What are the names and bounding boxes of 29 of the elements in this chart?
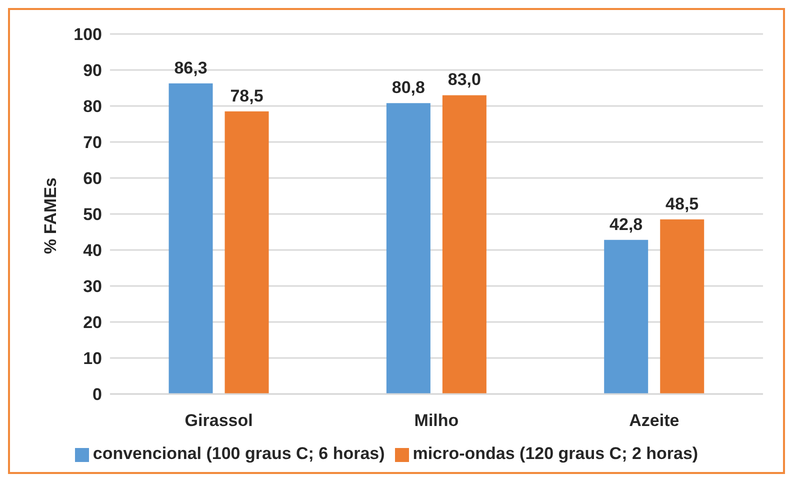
- bar: [660, 219, 704, 394]
- data-label: 80,8: [392, 78, 425, 98]
- bar: [442, 95, 486, 394]
- x-tick-label: Girassol: [184, 411, 253, 430]
- y-tick-label: 60: [83, 169, 102, 188]
- y-tick-label: 90: [83, 61, 102, 80]
- y-tick-label: 20: [83, 313, 102, 332]
- y-tick-label: 100: [74, 25, 102, 44]
- y-axis-title: % FAMEs: [41, 177, 60, 254]
- bar: [168, 83, 213, 394]
- y-tick-label: 0: [92, 385, 102, 404]
- legend-label: micro-ondas (120 graus C; 2 horas): [412, 444, 698, 463]
- bar: [386, 103, 430, 394]
- bar: [224, 111, 269, 394]
- y-tick-label: 10: [83, 349, 102, 368]
- data-label: 48,5: [666, 194, 699, 214]
- data-label: 83,0: [448, 70, 481, 90]
- x-tick-label: Azeite: [629, 411, 680, 430]
- data-label: 42,8: [610, 214, 643, 234]
- y-tick-label: 70: [83, 133, 102, 152]
- y-tick-label: 80: [83, 97, 102, 116]
- data-label: 78,5: [230, 86, 264, 106]
- legend-label: convencional (100 graus C; 6 horas): [92, 444, 385, 463]
- y-tick-label: 50: [83, 205, 102, 224]
- y-tick-label: 40: [83, 241, 102, 260]
- y-tick-label: 30: [83, 277, 102, 296]
- data-label: 86,3: [174, 58, 208, 78]
- bar: [604, 240, 648, 394]
- x-tick-label: Milho: [414, 411, 459, 430]
